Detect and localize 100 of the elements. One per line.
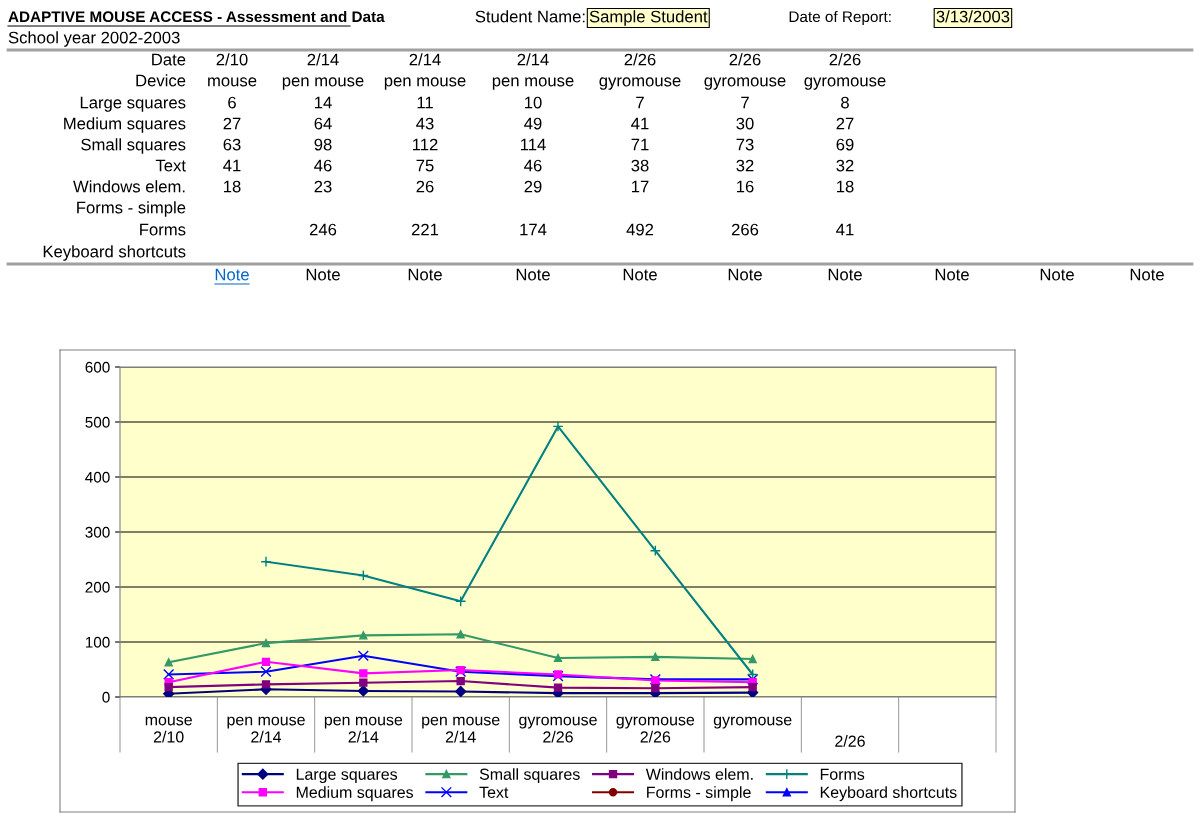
text: 10 — [525, 96, 542, 109]
category-label: Forms - simple — [77, 201, 186, 217]
text: 2/14 — [517, 53, 549, 66]
x-tick-label: gyromouse 2/26 — [519, 716, 597, 743]
y-tick-label: 200 — [85, 581, 110, 593]
text: 18 — [224, 180, 241, 193]
text: 32 — [836, 159, 854, 172]
category-label: Date — [152, 53, 186, 66]
text: Note — [828, 268, 862, 281]
legend-label: Forms — [820, 768, 865, 780]
text: 221 — [411, 223, 439, 236]
text: 75 — [416, 159, 434, 172]
text: 32 — [736, 159, 754, 172]
text: 492 — [626, 223, 654, 236]
text: 41 — [631, 117, 649, 130]
x-tick-label: 2/26 — [835, 735, 865, 747]
text: 6 — [228, 96, 236, 109]
text: 2/14 — [307, 53, 339, 66]
text: gyromouse — [804, 77, 886, 90]
legend-label: Forms - simple — [647, 786, 751, 802]
legend-label: Text — [479, 786, 509, 798]
text: 2/26 — [829, 53, 861, 66]
text: 69 — [836, 138, 854, 151]
text: gyromouse — [704, 77, 786, 90]
text: 27 — [223, 117, 241, 130]
legend-label: Small squares — [479, 768, 580, 784]
category-label: Text — [155, 159, 186, 172]
text: 29 — [524, 180, 542, 193]
text: 30 — [736, 117, 754, 130]
text: School year 2002-2003 — [8, 31, 180, 47]
text: 8 — [841, 96, 849, 109]
text: 26 — [416, 180, 434, 193]
text: 73 — [736, 138, 754, 151]
text: 46 — [524, 159, 542, 172]
category-label: Device — [136, 74, 186, 87]
text: pen mouse — [492, 77, 574, 90]
text: 112 — [412, 138, 438, 151]
text: Sample Student — [589, 10, 708, 26]
text: 43 — [416, 117, 434, 130]
text: 23 — [314, 180, 332, 193]
text: 71 — [631, 138, 649, 151]
text: Note — [215, 268, 249, 281]
x-tick-label: pen mouse 2/14 — [422, 716, 500, 743]
x-tick-label: mouse 2/10 — [145, 716, 192, 743]
text: 16 — [737, 180, 754, 193]
text: 27 — [836, 117, 854, 130]
text: 49 — [524, 117, 542, 130]
text: 14 — [315, 96, 332, 109]
category-label: Keyboard shortcuts — [43, 245, 186, 261]
text: 114 — [520, 138, 546, 151]
text: 63 — [223, 138, 241, 151]
y-tick-label: 100 — [85, 636, 110, 648]
text: pen mouse — [384, 77, 466, 90]
text: Note — [935, 268, 969, 281]
text: Note — [408, 268, 442, 281]
text: pen mouse — [282, 77, 364, 90]
category-label: Medium squares — [64, 117, 186, 133]
x-tick-label: pen mouse 2/14 — [324, 716, 403, 743]
text: 18 — [837, 180, 854, 193]
y-tick-label: 600 — [85, 361, 110, 373]
text: 246 — [309, 223, 337, 236]
text: 41 — [836, 223, 854, 236]
text: 38 — [631, 159, 649, 172]
legend-label: Large squares — [296, 768, 398, 784]
legend-label: Windows elem. — [645, 768, 753, 780]
legend-label: Medium squares — [296, 786, 414, 802]
legend-label: Keyboard shortcuts — [820, 786, 957, 802]
text: 98 — [314, 138, 332, 151]
text: 2/10 — [216, 53, 248, 66]
y-tick-label: 0 — [102, 691, 110, 703]
text: 7 — [741, 96, 749, 109]
text: 11 — [417, 96, 433, 109]
text: 7 — [636, 96, 644, 109]
text: Date of Report: — [789, 10, 891, 26]
text: 174 — [520, 223, 547, 236]
text: ADAPTIVE MOUSE ACCESS - Assessment and Data — [8, 10, 385, 23]
text: gyromouse — [599, 77, 681, 90]
text: mouse — [208, 77, 257, 87]
text: 46 — [314, 159, 332, 172]
text: Note — [516, 268, 550, 281]
text: 266 — [731, 223, 759, 236]
text: 2/26 — [624, 53, 656, 66]
x-tick-label: gyromouse — [713, 716, 792, 729]
text: Note — [1040, 268, 1074, 281]
text: Student Name: — [475, 10, 585, 23]
text: 41 — [223, 159, 241, 172]
category-label: Small squares — [81, 138, 186, 154]
text: Note — [623, 268, 657, 281]
y-tick-label: 400 — [85, 471, 110, 483]
text: 17 — [632, 180, 649, 193]
text: 2/26 — [729, 53, 761, 66]
text: Note — [306, 268, 340, 281]
x-tick-label: pen mouse 2/14 — [227, 716, 305, 743]
text: 3/13/2003 — [936, 10, 1010, 23]
text: 2/14 — [409, 53, 441, 66]
category-label: Forms — [140, 223, 186, 236]
y-tick-label: 500 — [85, 416, 110, 428]
y-tick-label: 300 — [85, 526, 110, 538]
x-tick-label: gyromouse 2/26 — [616, 716, 695, 743]
category-label: Large squares — [80, 96, 186, 112]
